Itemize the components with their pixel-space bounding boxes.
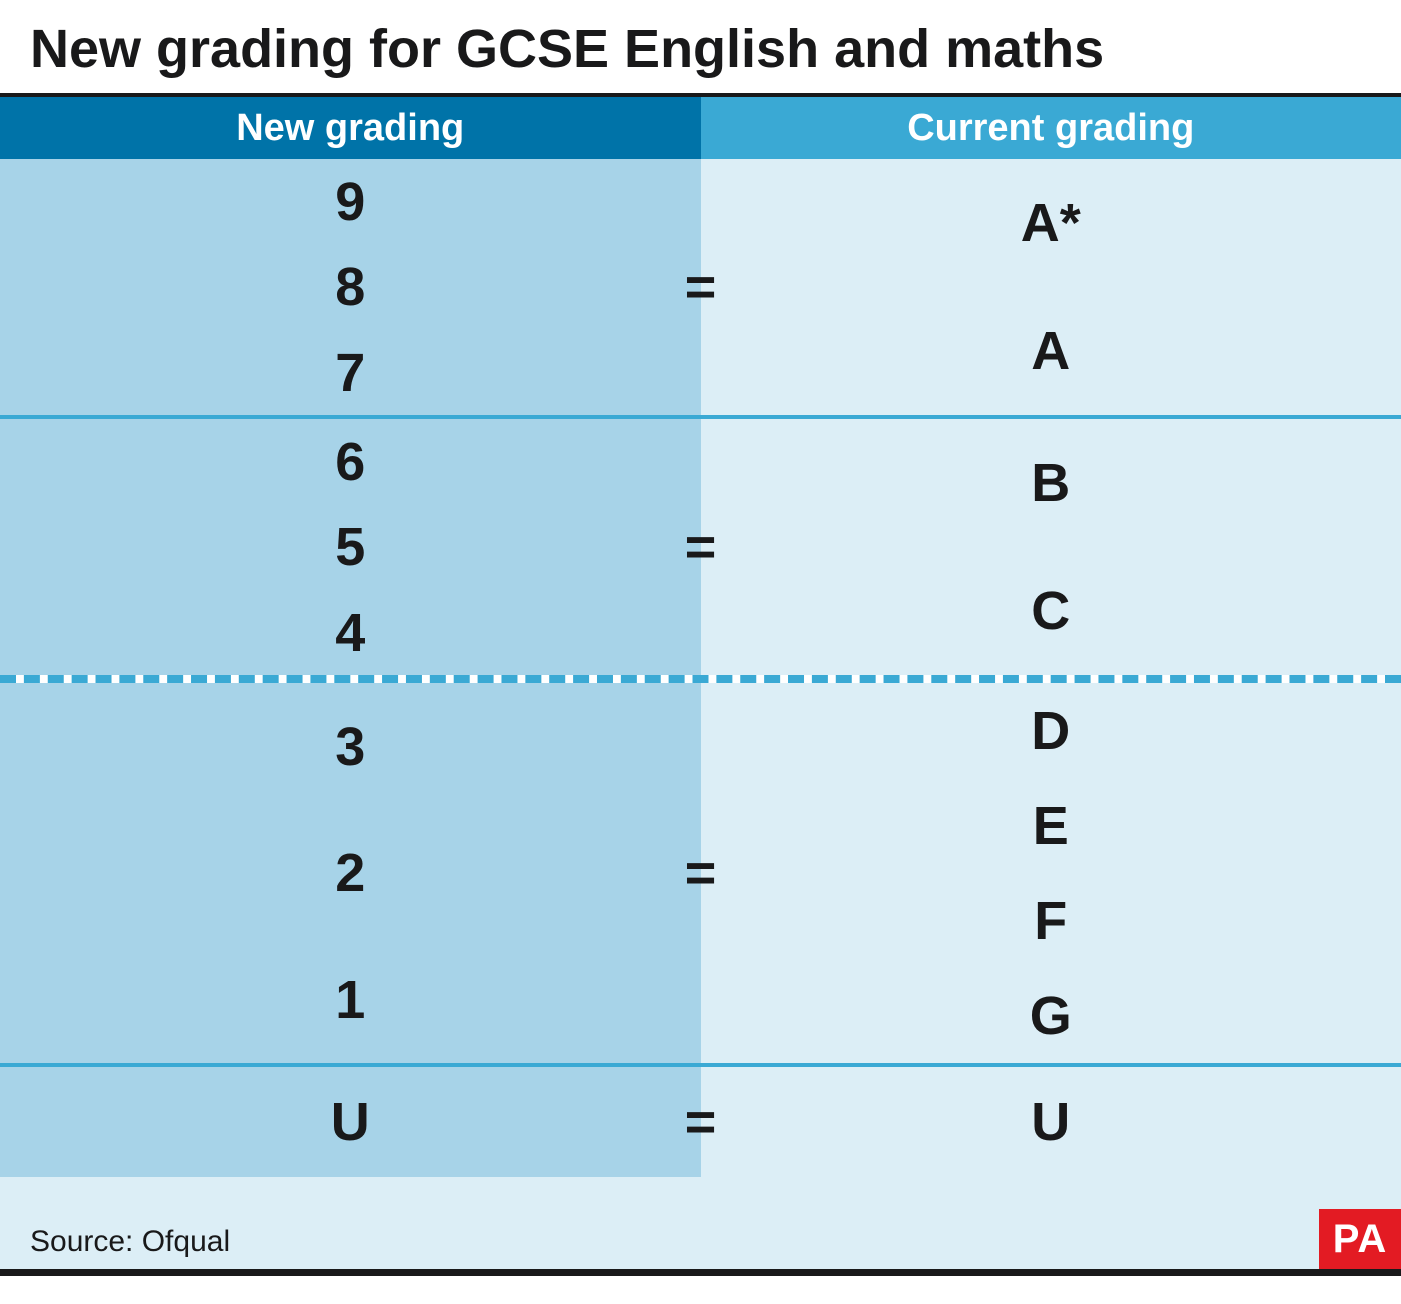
column-headers: New grading Current grading <box>0 97 1401 159</box>
new-grade: 1 <box>335 969 365 1031</box>
current-grade: F <box>1034 890 1067 952</box>
current-grade: A <box>1031 320 1070 382</box>
new-grade: 3 <box>335 716 365 778</box>
page-title: New grading for GCSE English and maths <box>0 0 1401 93</box>
band-3: U U = <box>0 1067 1401 1177</box>
comparison-body: 987A*A=654BC=321DEFG=UU= <box>0 159 1401 1177</box>
new-grade: 2 <box>335 842 365 904</box>
new-grade: 6 <box>335 431 365 493</box>
current-grade: E <box>1033 795 1069 857</box>
source-label: Source: Ofqual <box>30 1225 230 1259</box>
equals-icon: = <box>685 1091 717 1153</box>
equals-icon: = <box>685 256 717 318</box>
new-grade: 7 <box>335 342 365 404</box>
header-current-grading: Current grading <box>701 97 1401 159</box>
band-1: 654BC= <box>0 419 1401 675</box>
equals-icon: = <box>685 842 717 904</box>
current-grade: C <box>1031 580 1070 642</box>
band-1-new: 6 5 4 <box>0 419 701 675</box>
band-0-current: A* A <box>701 159 1401 415</box>
band-0-new: 9 8 7 <box>0 159 701 415</box>
band-3-current: U <box>701 1067 1401 1177</box>
new-grade: U <box>331 1091 370 1153</box>
band-2: 321DEFG= <box>0 683 1401 1063</box>
pa-badge: PA <box>1319 1209 1401 1269</box>
band-1-current: BC <box>701 419 1401 675</box>
band-2-new: 3 2 1 <box>0 683 701 1063</box>
current-grade: D <box>1031 700 1070 762</box>
band-separator-dashed <box>0 675 1401 683</box>
header-new-grading: New grading <box>0 97 701 159</box>
current-grade: A* <box>1021 192 1081 254</box>
new-grade: 4 <box>335 602 365 664</box>
footer-band: Source: Ofqual PA <box>0 1177 1401 1269</box>
current-grade: B <box>1031 452 1070 514</box>
equals-icon: = <box>685 516 717 578</box>
bottom-rule <box>0 1269 1401 1276</box>
infographic-root: New grading for GCSE English and maths N… <box>0 0 1401 1304</box>
band-2-current: DEFG <box>701 683 1401 1063</box>
band-3-new: U <box>0 1067 701 1177</box>
new-grade: 9 <box>335 171 365 233</box>
current-grade: G <box>1030 985 1072 1047</box>
new-grade: 5 <box>335 516 365 578</box>
current-grade: U <box>1031 1091 1070 1153</box>
new-grade: 8 <box>335 256 365 318</box>
band-0: 9 8 7 A* A = <box>0 159 1401 415</box>
